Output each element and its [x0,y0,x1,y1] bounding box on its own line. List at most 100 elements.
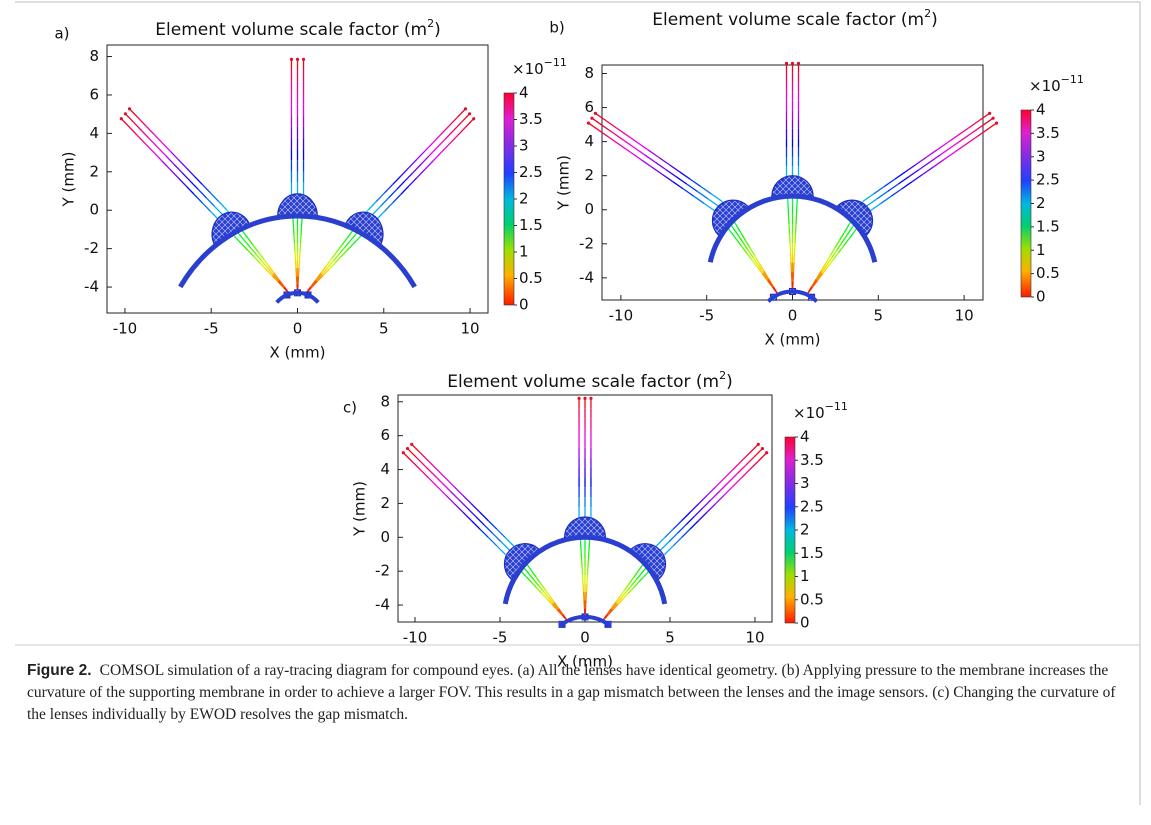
ray [470,503,481,513]
ray [241,230,249,239]
ray [749,247,756,257]
ray [768,278,775,288]
ray [371,205,381,216]
colorbar-tick-label: 3.5 [800,451,824,469]
ray [915,156,927,166]
x-tick-label: -10 [113,320,138,338]
chart-title: Element volume scale factor (m2) [155,17,440,41]
ray [193,175,203,186]
ray [315,273,323,282]
ray [436,486,447,496]
ray [424,465,434,475]
ray [693,507,704,517]
ray-source [301,57,306,62]
ray [710,490,721,500]
ray [241,243,249,252]
ray [794,233,797,244]
ray [411,443,421,454]
ray [676,524,687,534]
ray [400,167,410,177]
ray [428,477,438,488]
ray [788,233,791,244]
ray [244,240,252,249]
ray [643,570,650,578]
ray [686,183,698,192]
y-tick-label: -4 [84,278,99,296]
ray [654,161,667,171]
ray [672,520,683,530]
ray [839,232,845,241]
title-close: ) [434,20,441,40]
ray [749,460,759,471]
ray [831,250,838,259]
ray [762,272,769,281]
ray [341,237,348,246]
ray [901,181,913,190]
ray [300,218,303,227]
ray [968,120,980,129]
x-tick-label: 0 [580,629,590,647]
ray [947,134,959,144]
ray [815,270,822,280]
ray [628,576,635,584]
ray [904,164,917,173]
ray [294,251,297,260]
ray [408,158,418,169]
colorbar-tick-label: 2 [800,521,810,539]
colorbar-tick-label: 0 [1036,288,1046,306]
ray [540,583,546,591]
ray [978,112,990,122]
title-text: Element volume scale factor (m [652,10,924,30]
ray [392,175,402,186]
ray-source [765,451,769,455]
ray [737,235,744,244]
ray [157,146,167,157]
ray [943,151,955,161]
ray [388,189,398,199]
ray [252,244,259,253]
ray [533,579,540,587]
ray [149,138,159,148]
ray [792,272,795,282]
ray [822,266,829,275]
ray [730,231,737,240]
ray [310,281,318,289]
ray [740,452,751,462]
ray [407,448,417,458]
ray [732,460,742,471]
ray [732,477,742,488]
ray [793,243,796,253]
ray [756,266,763,275]
ray [753,448,763,458]
y-axis-label: Y (mm) [60,152,78,208]
colorbar-tick-label: 4 [519,84,529,102]
sensor-base [558,614,612,628]
membrane [178,213,417,289]
ray [457,126,467,136]
ray [635,573,642,581]
y-tick-label: 6 [584,98,594,116]
x-tick-label: 10 [745,629,764,647]
panel-label: c) [343,399,357,417]
colorbar-tick-label: 2 [519,190,529,208]
ray [530,581,538,589]
ray-source [405,446,410,451]
y-tick-label: -2 [84,239,99,257]
ray [153,151,163,162]
y-tick-label: 8 [89,47,99,65]
ray [911,173,924,183]
ray-source [295,57,300,62]
ray [698,511,708,522]
ray [876,190,888,200]
ray-source [760,446,765,451]
ray [837,245,845,254]
ray [929,154,941,163]
ray [640,159,653,168]
ray [262,258,270,267]
ray [794,223,797,234]
ray [411,460,421,471]
x-tick-label: 5 [874,307,884,325]
ray [133,121,143,132]
sensor-base [275,290,320,304]
ray [832,252,839,261]
